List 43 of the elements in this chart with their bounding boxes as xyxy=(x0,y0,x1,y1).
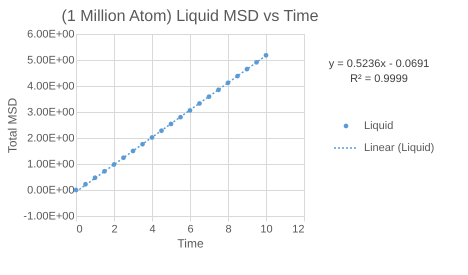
x-tick-label: 12 xyxy=(292,224,304,236)
point xyxy=(188,108,192,113)
y-tick-label: 2.00E+00 xyxy=(27,132,74,144)
y-tick-label: -1.00E+00 xyxy=(23,210,74,222)
point xyxy=(226,80,230,86)
point xyxy=(130,148,136,154)
point xyxy=(206,94,212,99)
x-tick-label: 10 xyxy=(260,224,273,236)
point xyxy=(168,122,174,126)
y-tick-label: 3.00E+00 xyxy=(27,106,74,118)
x-tick-label: 0 xyxy=(76,224,83,236)
y-tick-label: 6.00E+00 xyxy=(27,28,74,40)
point xyxy=(178,114,183,120)
x-tick-label: 6 xyxy=(187,224,194,236)
point xyxy=(102,168,107,174)
point xyxy=(140,142,145,147)
point xyxy=(235,74,240,78)
text: R² = 0.9999 xyxy=(350,73,408,85)
y-axis-title: Total MSD xyxy=(5,98,20,154)
legend-label: Liquid xyxy=(364,120,394,132)
point xyxy=(216,88,221,92)
point xyxy=(244,66,250,72)
text: y = 0.5236x - 0.0691 xyxy=(328,58,430,70)
y-tick-label: 1.00E+00 xyxy=(27,158,74,170)
y-tick-label: 5.00E+00 xyxy=(27,54,74,66)
point xyxy=(197,101,202,106)
x-axis-title: Time xyxy=(177,236,204,250)
point xyxy=(92,175,98,180)
point xyxy=(121,155,126,160)
x-tick-label: 8 xyxy=(225,224,232,236)
legend-label: Linear (Liquid) xyxy=(364,142,434,154)
point xyxy=(254,60,259,65)
x-tick-label: 2 xyxy=(111,224,118,236)
point xyxy=(112,162,116,167)
point xyxy=(264,52,268,58)
point xyxy=(83,182,88,187)
point xyxy=(150,135,154,140)
y-tick-label: 4.00E+00 xyxy=(27,80,74,92)
point xyxy=(159,128,164,134)
chart-title: (1 Million Atom) Liquid MSD vs Time xyxy=(62,8,319,25)
y-tick-label: 0.00E+00 xyxy=(27,184,74,196)
point xyxy=(74,188,78,192)
x-tick-label: 4 xyxy=(149,224,156,236)
